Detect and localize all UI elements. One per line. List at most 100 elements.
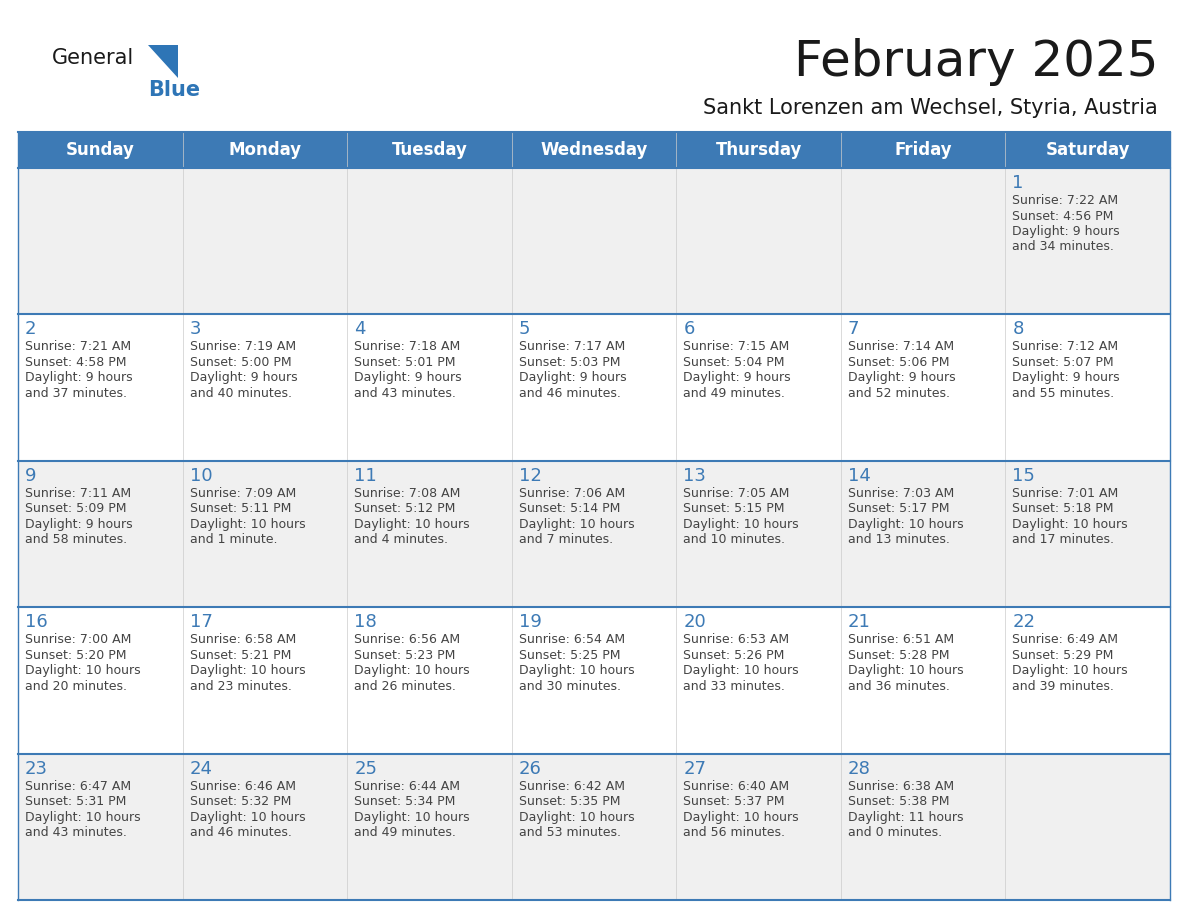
Text: Sunrise: 6:53 AM: Sunrise: 6:53 AM — [683, 633, 789, 646]
Text: Sunrise: 6:42 AM: Sunrise: 6:42 AM — [519, 779, 625, 792]
Text: Daylight: 10 hours: Daylight: 10 hours — [25, 665, 140, 677]
Text: Daylight: 10 hours: Daylight: 10 hours — [683, 811, 798, 823]
Text: Sunrise: 6:46 AM: Sunrise: 6:46 AM — [190, 779, 296, 792]
Text: Daylight: 9 hours: Daylight: 9 hours — [25, 372, 133, 385]
Text: Daylight: 9 hours: Daylight: 9 hours — [354, 372, 462, 385]
Text: 1: 1 — [1012, 174, 1024, 192]
Text: and 40 minutes.: and 40 minutes. — [190, 386, 291, 400]
Text: Sunset: 5:29 PM: Sunset: 5:29 PM — [1012, 649, 1114, 662]
Text: Sunset: 5:15 PM: Sunset: 5:15 PM — [683, 502, 785, 515]
Text: 11: 11 — [354, 466, 377, 485]
Text: 10: 10 — [190, 466, 213, 485]
Text: Sunset: 5:23 PM: Sunset: 5:23 PM — [354, 649, 455, 662]
Text: Sunset: 5:17 PM: Sunset: 5:17 PM — [848, 502, 949, 515]
Text: Sunrise: 7:01 AM: Sunrise: 7:01 AM — [1012, 487, 1119, 499]
Text: Sunset: 5:38 PM: Sunset: 5:38 PM — [848, 795, 949, 808]
Text: Sunrise: 7:22 AM: Sunrise: 7:22 AM — [1012, 194, 1119, 207]
Polygon shape — [148, 45, 178, 78]
Bar — [18, 461, 1170, 607]
Text: Saturday: Saturday — [1045, 141, 1130, 159]
Text: Daylight: 10 hours: Daylight: 10 hours — [354, 811, 469, 823]
Text: Daylight: 9 hours: Daylight: 9 hours — [683, 372, 791, 385]
Text: Sunrise: 6:58 AM: Sunrise: 6:58 AM — [190, 633, 296, 646]
Text: February 2025: February 2025 — [794, 38, 1158, 86]
Text: Sunset: 5:25 PM: Sunset: 5:25 PM — [519, 649, 620, 662]
Text: Daylight: 10 hours: Daylight: 10 hours — [519, 811, 634, 823]
Text: Sunset: 5:03 PM: Sunset: 5:03 PM — [519, 356, 620, 369]
Text: 12: 12 — [519, 466, 542, 485]
Bar — [18, 132, 1170, 168]
Text: and 17 minutes.: and 17 minutes. — [1012, 533, 1114, 546]
Text: Sunset: 4:56 PM: Sunset: 4:56 PM — [1012, 209, 1114, 222]
Text: Sunset: 5:12 PM: Sunset: 5:12 PM — [354, 502, 455, 515]
Text: 3: 3 — [190, 320, 201, 339]
Text: Thursday: Thursday — [715, 141, 802, 159]
Text: Sunrise: 7:11 AM: Sunrise: 7:11 AM — [25, 487, 131, 499]
Text: and 39 minutes.: and 39 minutes. — [1012, 679, 1114, 693]
Text: Daylight: 9 hours: Daylight: 9 hours — [190, 372, 297, 385]
Text: Daylight: 10 hours: Daylight: 10 hours — [354, 665, 469, 677]
Text: and 56 minutes.: and 56 minutes. — [683, 826, 785, 839]
Text: Sunrise: 6:51 AM: Sunrise: 6:51 AM — [848, 633, 954, 646]
Text: and 0 minutes.: and 0 minutes. — [848, 826, 942, 839]
Text: 14: 14 — [848, 466, 871, 485]
Text: Daylight: 10 hours: Daylight: 10 hours — [848, 518, 963, 531]
Text: Daylight: 10 hours: Daylight: 10 hours — [190, 518, 305, 531]
Text: Sunrise: 7:09 AM: Sunrise: 7:09 AM — [190, 487, 296, 499]
Text: and 49 minutes.: and 49 minutes. — [683, 386, 785, 400]
Text: Sunset: 5:37 PM: Sunset: 5:37 PM — [683, 795, 785, 808]
Text: Sunrise: 7:12 AM: Sunrise: 7:12 AM — [1012, 341, 1119, 353]
Text: 7: 7 — [848, 320, 859, 339]
Text: Sunrise: 6:54 AM: Sunrise: 6:54 AM — [519, 633, 625, 646]
Text: and 52 minutes.: and 52 minutes. — [848, 386, 950, 400]
Text: 22: 22 — [1012, 613, 1036, 632]
Text: Sunrise: 6:47 AM: Sunrise: 6:47 AM — [25, 779, 131, 792]
Text: and 23 minutes.: and 23 minutes. — [190, 679, 291, 693]
Text: 24: 24 — [190, 759, 213, 778]
Text: and 43 minutes.: and 43 minutes. — [25, 826, 127, 839]
Text: and 34 minutes.: and 34 minutes. — [1012, 241, 1114, 253]
Text: Sankt Lorenzen am Wechsel, Styria, Austria: Sankt Lorenzen am Wechsel, Styria, Austr… — [703, 98, 1158, 118]
Text: Sunrise: 7:15 AM: Sunrise: 7:15 AM — [683, 341, 790, 353]
Text: Sunrise: 7:06 AM: Sunrise: 7:06 AM — [519, 487, 625, 499]
Text: Sunset: 5:07 PM: Sunset: 5:07 PM — [1012, 356, 1114, 369]
Text: Sunset: 5:09 PM: Sunset: 5:09 PM — [25, 502, 126, 515]
Text: Sunday: Sunday — [65, 141, 134, 159]
Text: Monday: Monday — [228, 141, 302, 159]
Text: 16: 16 — [25, 613, 48, 632]
Text: Daylight: 10 hours: Daylight: 10 hours — [25, 811, 140, 823]
Text: Sunrise: 7:00 AM: Sunrise: 7:00 AM — [25, 633, 132, 646]
Text: and 33 minutes.: and 33 minutes. — [683, 679, 785, 693]
Text: Tuesday: Tuesday — [392, 141, 467, 159]
Text: Wednesday: Wednesday — [541, 141, 647, 159]
Text: Daylight: 10 hours: Daylight: 10 hours — [190, 665, 305, 677]
Text: Sunset: 5:31 PM: Sunset: 5:31 PM — [25, 795, 126, 808]
Text: Daylight: 9 hours: Daylight: 9 hours — [1012, 225, 1120, 238]
Text: Sunrise: 7:19 AM: Sunrise: 7:19 AM — [190, 341, 296, 353]
Text: 18: 18 — [354, 613, 377, 632]
Text: Sunset: 5:28 PM: Sunset: 5:28 PM — [848, 649, 949, 662]
Text: and 53 minutes.: and 53 minutes. — [519, 826, 620, 839]
Text: Sunset: 5:20 PM: Sunset: 5:20 PM — [25, 649, 126, 662]
Text: 19: 19 — [519, 613, 542, 632]
Bar — [18, 314, 1170, 461]
Text: Sunrise: 7:18 AM: Sunrise: 7:18 AM — [354, 341, 461, 353]
Bar — [18, 754, 1170, 900]
Text: and 7 minutes.: and 7 minutes. — [519, 533, 613, 546]
Text: and 58 minutes.: and 58 minutes. — [25, 533, 127, 546]
Text: 8: 8 — [1012, 320, 1024, 339]
Text: and 37 minutes.: and 37 minutes. — [25, 386, 127, 400]
Text: 26: 26 — [519, 759, 542, 778]
Text: Daylight: 10 hours: Daylight: 10 hours — [1012, 518, 1129, 531]
Text: Sunrise: 7:05 AM: Sunrise: 7:05 AM — [683, 487, 790, 499]
Text: Sunset: 5:21 PM: Sunset: 5:21 PM — [190, 649, 291, 662]
Text: Daylight: 10 hours: Daylight: 10 hours — [190, 811, 305, 823]
Text: and 55 minutes.: and 55 minutes. — [1012, 386, 1114, 400]
Text: and 26 minutes.: and 26 minutes. — [354, 679, 456, 693]
Text: Sunset: 5:06 PM: Sunset: 5:06 PM — [848, 356, 949, 369]
Text: 15: 15 — [1012, 466, 1035, 485]
Text: 27: 27 — [683, 759, 707, 778]
Text: Daylight: 10 hours: Daylight: 10 hours — [848, 665, 963, 677]
Text: Sunset: 5:26 PM: Sunset: 5:26 PM — [683, 649, 784, 662]
Text: Sunrise: 6:49 AM: Sunrise: 6:49 AM — [1012, 633, 1118, 646]
